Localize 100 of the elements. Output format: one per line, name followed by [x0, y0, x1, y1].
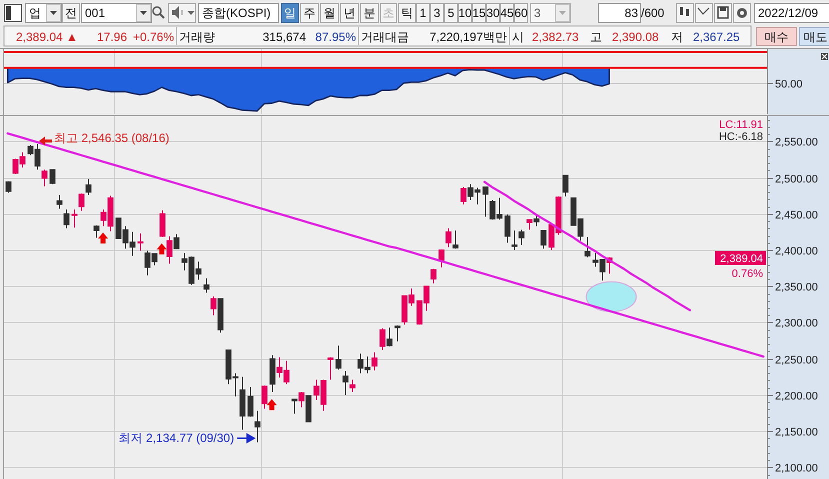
text: /600 — [641, 6, 665, 20]
text: 30 — [486, 6, 500, 20]
y-tick-label: 2,150.00 — [775, 426, 818, 438]
candlestick — [204, 278, 210, 294]
candlestick — [584, 236, 590, 258]
candlestick — [386, 327, 392, 347]
text: +0.76% — [132, 30, 174, 44]
candlestick — [50, 169, 56, 185]
candlestick — [138, 232, 144, 252]
text: 3 — [434, 6, 441, 20]
candlestick — [218, 298, 224, 334]
candlestick — [504, 214, 510, 244]
candlestick — [518, 229, 524, 246]
candlestick — [306, 395, 312, 422]
candlestick — [512, 230, 518, 251]
text: 5 — [448, 6, 455, 20]
point — [266, 399, 277, 410]
text: 10 — [458, 6, 472, 20]
y-tick-label: 2,400.00 — [775, 246, 818, 258]
line-series — [6, 132, 764, 358]
y-tick-label: 2,300.00 — [775, 318, 818, 330]
text: 7,220,197백만 — [430, 30, 507, 44]
candlestick — [94, 224, 100, 238]
text: 매수 — [764, 30, 788, 44]
annotation: 최고 2,546.35 (08/16) — [54, 131, 170, 146]
text: 거래량 — [179, 30, 215, 44]
text: 001 — [85, 6, 106, 20]
text: 틱 — [401, 6, 413, 20]
candlestick — [526, 219, 532, 230]
candlestick — [394, 324, 400, 342]
text: 87.95% — [315, 30, 356, 44]
point — [156, 243, 167, 254]
text: 2022/12/09 — [758, 6, 818, 20]
candlestick — [6, 180, 12, 194]
text: 50.00 — [775, 78, 803, 90]
text: 1 — [420, 6, 427, 20]
text: 분 — [364, 6, 376, 20]
text: 2,367.25 — [693, 30, 740, 44]
candlestick — [350, 379, 356, 393]
candlestick — [298, 392, 304, 408]
text: 거래대금 — [361, 30, 409, 44]
candlestick — [372, 352, 378, 371]
candlestick — [452, 230, 458, 250]
y-tick-label: 2,450.00 — [775, 210, 818, 222]
text: 주 — [304, 6, 316, 20]
text: 15 — [472, 6, 486, 20]
text: 종합(KOSPI) — [202, 6, 271, 20]
text: 2,390.08 — [612, 30, 660, 44]
candlestick — [174, 234, 180, 250]
candlestick — [56, 194, 62, 210]
candlestick — [292, 398, 298, 414]
candlestick — [64, 208, 70, 229]
point — [98, 232, 108, 244]
candlestick — [160, 210, 166, 238]
candlestick — [86, 178, 92, 196]
candlestick — [210, 296, 216, 316]
text: 315,674 — [262, 30, 306, 44]
text: 년 — [344, 6, 356, 20]
text: 시 — [512, 30, 524, 44]
y-tick-label: 2,250.00 — [775, 354, 818, 366]
candlestick — [430, 268, 436, 284]
text: 45 — [500, 6, 514, 20]
text: 83 — [624, 6, 638, 20]
text: 저 — [671, 30, 683, 44]
text: 고 — [590, 30, 602, 44]
annotation: LC:11.91 — [719, 119, 763, 131]
annotation: 2,389.04 — [720, 252, 763, 265]
text: 일 — [284, 6, 296, 20]
candlestick — [534, 214, 540, 227]
y-tick-label: 2,100.00 — [775, 462, 818, 474]
y-tick-label: 2,200.00 — [775, 390, 818, 402]
candlestick — [248, 386, 254, 418]
candlestick — [380, 328, 386, 351]
text: 월 — [324, 6, 336, 20]
candlestick — [72, 208, 78, 228]
candlestick — [78, 193, 84, 212]
text: 17.96 — [96, 30, 128, 44]
annotation: 0.76% — [732, 268, 764, 280]
candlestick — [482, 186, 488, 218]
candlestick — [240, 376, 246, 430]
candlestick — [438, 248, 444, 268]
candlestick — [342, 370, 348, 396]
text: 초 — [382, 6, 394, 20]
annotation: HC:-6.18 — [718, 131, 763, 143]
y-tick-label: 2,550.00 — [775, 136, 818, 148]
candlestick — [336, 345, 342, 370]
candlestick — [446, 228, 452, 248]
annotation: 최저 2,134.77 (09/30) — [118, 431, 234, 446]
text: 2,382.73 — [532, 30, 580, 44]
line-series — [483, 180, 692, 312]
candlestick — [166, 236, 172, 264]
candlestick — [328, 356, 334, 380]
y-tick-label: 2,500.00 — [775, 174, 818, 186]
candlestick — [262, 385, 268, 410]
candlestick — [254, 410, 260, 443]
candlestick — [562, 174, 568, 197]
text: 매도 — [804, 30, 828, 44]
text: 업 — [29, 6, 41, 20]
candlestick — [270, 354, 276, 393]
candlestick — [540, 230, 546, 250]
